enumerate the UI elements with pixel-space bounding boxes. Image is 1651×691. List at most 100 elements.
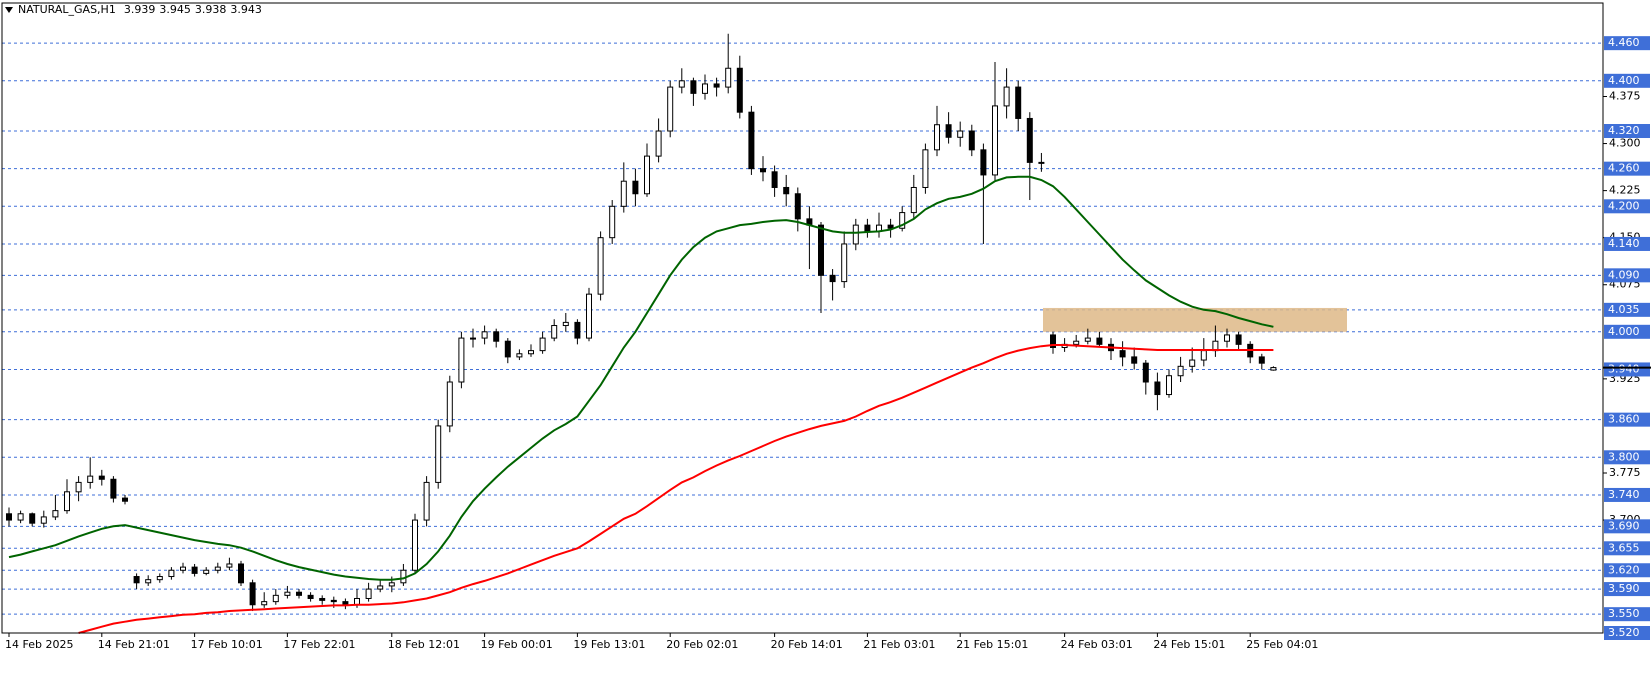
level-label: 4.400: [1608, 74, 1640, 87]
moving-average: [78, 344, 1274, 634]
candle-body: [284, 591, 291, 596]
candle-body: [899, 212, 906, 229]
candle-body: [1177, 365, 1184, 377]
level-badge: [1604, 268, 1650, 283]
candle-body: [1258, 356, 1265, 364]
candle-body: [180, 566, 186, 571]
candle-body: [64, 491, 70, 512]
candle-body: [818, 224, 824, 276]
x-tick-label: 17 Feb 10:01: [191, 638, 263, 651]
candle-body: [922, 149, 929, 188]
level-badge: [1604, 199, 1650, 214]
candle-body: [1084, 337, 1091, 342]
candle-body: [1050, 334, 1056, 348]
candle-body: [272, 594, 279, 603]
candle-body: [1026, 117, 1033, 163]
candle-body: [620, 180, 627, 207]
candle-body: [887, 224, 894, 229]
candle-body: [168, 569, 175, 578]
candle-body: [528, 350, 534, 355]
candle-body: [1003, 86, 1010, 107]
candle-body: [191, 566, 198, 574]
candle-body: [145, 579, 152, 584]
candle-body: [957, 130, 964, 138]
x-tick-label: 20 Feb 14:01: [771, 638, 843, 651]
level-label: 4.035: [1608, 303, 1640, 316]
candle-body: [852, 224, 859, 245]
level-badge: [1604, 161, 1650, 176]
level-label: 3.655: [1608, 541, 1640, 554]
candle-body: [365, 588, 372, 599]
candle-body: [52, 510, 59, 518]
candle-body: [388, 582, 395, 587]
y-tick-label: 4.375: [1609, 89, 1641, 102]
x-tick-label: 24 Feb 03:01: [1061, 638, 1133, 651]
candle-body: [644, 155, 650, 195]
level-badge: [1604, 36, 1650, 51]
candle-body: [667, 86, 674, 132]
x-tick-label: 24 Feb 15:01: [1153, 638, 1225, 651]
candle-body: [87, 475, 94, 483]
level-label: 4.320: [1608, 124, 1640, 137]
level-badge: [1604, 487, 1650, 502]
x-tick-label: 25 Feb 04:01: [1246, 638, 1318, 651]
y-tick-label: 4.225: [1609, 184, 1641, 197]
low: 3.938: [195, 3, 227, 16]
candle-body: [261, 601, 268, 606]
candle-body: [1142, 362, 1149, 383]
candle-body: [307, 594, 314, 599]
candle-body: [736, 67, 743, 113]
candle-body: [75, 481, 82, 493]
candle-body: [1119, 350, 1126, 358]
plot-frame: [1, 2, 1604, 634]
x-tick-label: 14 Feb 2025: [5, 638, 73, 651]
candle-body: [470, 337, 476, 340]
moving-average: [8, 175, 1274, 581]
level-label: 3.550: [1608, 607, 1640, 620]
level-label: 3.800: [1608, 450, 1640, 463]
level-badge: [1604, 324, 1650, 339]
candle-body: [504, 340, 511, 358]
level-label: 4.090: [1608, 268, 1640, 281]
candle-body: [562, 321, 569, 327]
candle-body: [1154, 381, 1161, 396]
candle-body: [412, 519, 418, 571]
candle-body: [319, 597, 326, 601]
level-badge: [1604, 362, 1650, 377]
candle-body: [864, 224, 871, 232]
candle-body: [1015, 86, 1022, 119]
level-badge: [1604, 582, 1650, 597]
y-axis: 4.3754.3004.2254.1504.0753.9253.7753.700…: [1603, 36, 1651, 640]
level-label: 4.260: [1608, 162, 1640, 175]
high: 3.945: [159, 3, 191, 16]
candle-body: [98, 475, 105, 480]
candle-body: [725, 67, 732, 88]
candle-body: [516, 353, 523, 358]
candle-body: [690, 80, 697, 94]
candle-body: [1096, 337, 1103, 345]
level-badge: [1604, 626, 1650, 640]
candle-body: [1131, 356, 1138, 364]
candle-body: [296, 591, 302, 596]
level-badge: [1604, 124, 1650, 139]
x-tick-label: 14 Feb 21:01: [98, 638, 170, 651]
y-tick-label: 3.775: [1609, 466, 1641, 479]
level-badge: [1604, 563, 1650, 578]
level-label: 3.860: [1608, 413, 1640, 426]
candle-body: [446, 381, 453, 427]
x-tick-label: 21 Feb 15:01: [956, 638, 1028, 651]
level-label: 3.520: [1608, 626, 1640, 639]
candle-body: [493, 331, 500, 342]
candle-body: [226, 563, 233, 568]
x-tick-label: 17 Feb 22:01: [283, 638, 355, 651]
candle-body: [330, 599, 337, 603]
candle-body: [597, 237, 604, 295]
candle-body: [748, 111, 755, 170]
candle-body: [609, 205, 616, 239]
x-tick-label: 21 Feb 03:01: [863, 638, 935, 651]
candle-body: [574, 321, 581, 339]
level-badge: [1604, 73, 1650, 88]
candle-body: [17, 513, 24, 521]
